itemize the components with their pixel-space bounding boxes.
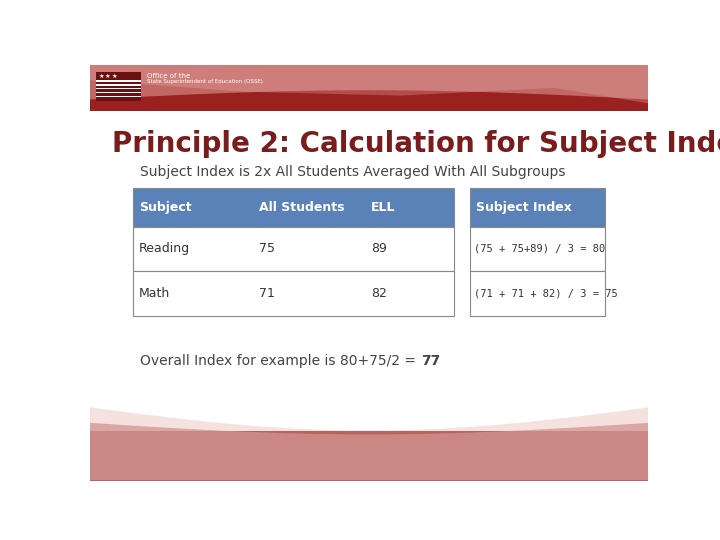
Text: Reading: Reading [139,242,190,255]
FancyBboxPatch shape [96,92,141,93]
Text: All Students: All Students [259,201,344,214]
Polygon shape [90,65,648,99]
FancyBboxPatch shape [469,271,606,316]
FancyBboxPatch shape [469,226,606,271]
Text: ★: ★ [99,74,104,79]
Text: (71 + 71 + 82) / 3 = 75: (71 + 71 + 82) / 3 = 75 [474,288,618,299]
FancyBboxPatch shape [132,188,454,226]
Text: ★: ★ [105,74,111,79]
FancyBboxPatch shape [132,226,454,271]
Text: Office of the: Office of the [147,72,190,79]
FancyBboxPatch shape [96,80,141,82]
Text: 71: 71 [259,287,275,300]
FancyBboxPatch shape [90,430,648,481]
FancyBboxPatch shape [96,96,141,97]
Text: 89: 89 [372,242,387,255]
Text: 75: 75 [259,242,275,255]
Text: Math: Math [139,287,170,300]
Text: (75 + 75+89) / 3 = 80: (75 + 75+89) / 3 = 80 [474,244,606,254]
Text: State Superintendent of Education (OSSE): State Superintendent of Education (OSSE) [147,79,263,84]
Text: Subject Index is 2x All Students Averaged With All Subgroups: Subject Index is 2x All Students Average… [140,165,566,179]
Polygon shape [90,65,648,103]
Text: Subject: Subject [139,201,192,214]
FancyBboxPatch shape [96,88,141,90]
FancyBboxPatch shape [96,84,141,85]
FancyBboxPatch shape [96,72,141,101]
Text: ELL: ELL [372,201,396,214]
Text: Subject Index: Subject Index [476,201,572,214]
Text: Principle 2: Calculation for Subject Index Value: Principle 2: Calculation for Subject Ind… [112,130,720,158]
Text: ★: ★ [111,74,117,79]
Polygon shape [90,423,648,481]
Text: Overall Index for example is 80+75/2 =: Overall Index for example is 80+75/2 = [140,354,420,368]
Text: 77: 77 [420,354,440,368]
FancyBboxPatch shape [132,271,454,316]
Polygon shape [90,408,648,481]
Text: 82: 82 [372,287,387,300]
FancyBboxPatch shape [90,65,648,111]
FancyBboxPatch shape [469,188,606,226]
